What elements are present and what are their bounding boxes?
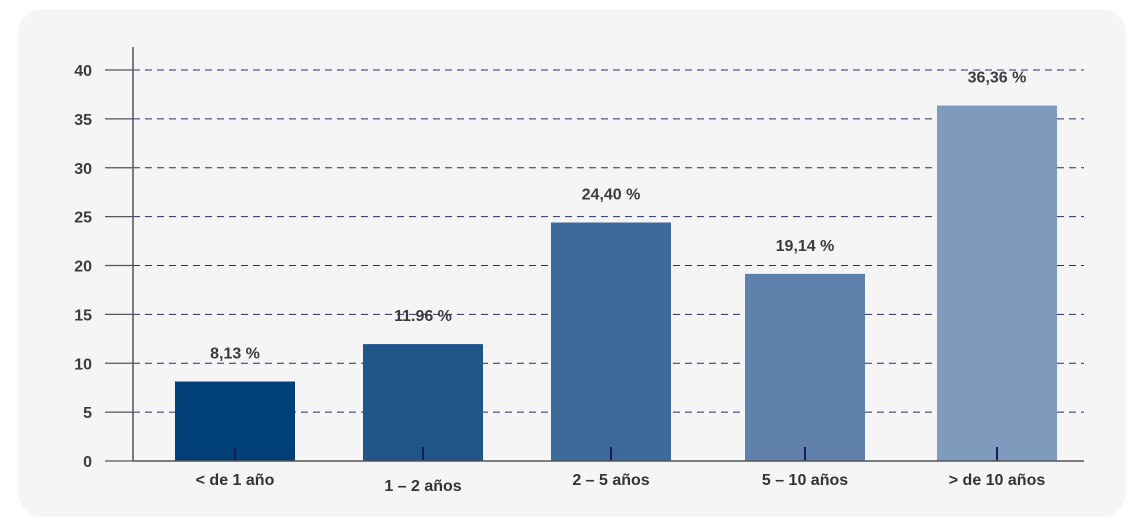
- bar: [363, 344, 483, 461]
- x-category-label: > de 10 años: [949, 472, 1046, 489]
- x-category-label: 5 – 10 años: [762, 472, 848, 489]
- y-tick-label: 25: [74, 210, 92, 227]
- y-tick-label: 30: [74, 161, 92, 178]
- bars: [175, 105, 1057, 462]
- axes: [105, 47, 1084, 462]
- y-tick-label: 0: [83, 454, 92, 471]
- bar: [551, 222, 671, 461]
- x-category-label: 1 – 2 años: [384, 478, 461, 495]
- x-category-label: < de 1 año: [196, 472, 275, 489]
- y-tick-label: 40: [74, 63, 92, 80]
- labels: 0 5 10 15 20 25 30 35 40 8,13 % < de 1 año 11.96 % 1…: [74, 63, 1045, 495]
- y-tick-label: 15: [74, 307, 92, 324]
- y-tick-label: 5: [83, 405, 92, 422]
- bar: [937, 105, 1057, 462]
- data-label: 19,14 %: [776, 238, 835, 255]
- data-label: 24,40 %: [582, 186, 641, 203]
- y-tick-label: 35: [74, 112, 92, 129]
- y-tick-label: 20: [74, 259, 92, 276]
- y-tick-label: 10: [74, 356, 92, 373]
- x-category-label: 2 – 5 años: [572, 472, 649, 489]
- data-label: 36,36 %: [968, 70, 1027, 87]
- bar: [745, 273, 865, 461]
- data-label: 8,13 %: [210, 346, 260, 363]
- data-label: 11.96 %: [394, 308, 452, 325]
